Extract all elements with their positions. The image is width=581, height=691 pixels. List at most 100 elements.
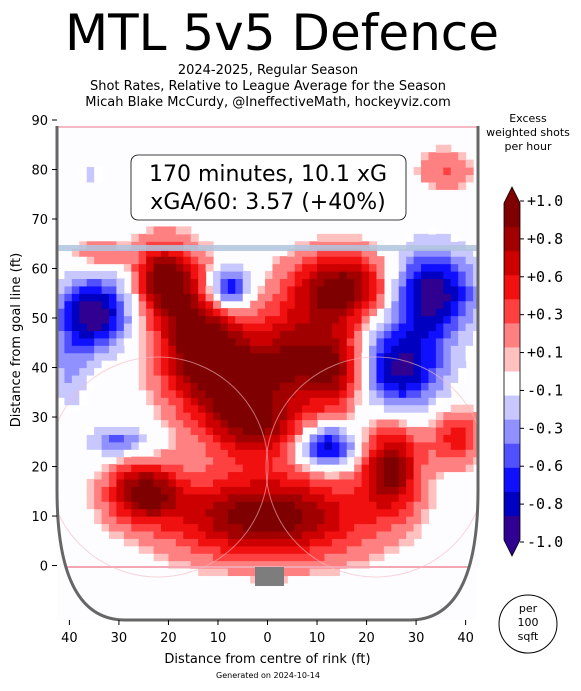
heatmap-cell bbox=[443, 256, 452, 265]
heatmap-cell bbox=[421, 293, 430, 302]
heatmap-cell bbox=[94, 174, 103, 183]
heatmap-cell bbox=[272, 523, 281, 532]
heatmap-cell bbox=[354, 374, 363, 383]
heatmap-cell bbox=[287, 278, 296, 287]
heatmap-cell bbox=[198, 486, 207, 495]
x-axis-label: Distance from centre of rink (ft) bbox=[164, 652, 370, 667]
heatmap-cell bbox=[309, 382, 318, 391]
heatmap-cell bbox=[257, 352, 266, 361]
heatmap-cell bbox=[116, 330, 125, 339]
heatmap-cell bbox=[116, 471, 125, 480]
heatmap-cell bbox=[138, 322, 147, 331]
heatmap-cell bbox=[109, 441, 118, 450]
heatmap-cell bbox=[220, 404, 229, 413]
heatmap-cell bbox=[465, 293, 474, 302]
heatmap-cell bbox=[242, 523, 251, 532]
heatmap-cell bbox=[279, 300, 288, 309]
heatmap-cell bbox=[190, 464, 199, 473]
heatmap-cell bbox=[428, 278, 437, 287]
heatmap-cell bbox=[369, 426, 378, 435]
heatmap-cell bbox=[398, 389, 407, 398]
heatmap-cell bbox=[473, 456, 478, 465]
heatmap-cell bbox=[198, 278, 207, 287]
heatmap-cell bbox=[198, 508, 207, 517]
heatmap-cell bbox=[257, 404, 266, 413]
heatmap-cell bbox=[406, 426, 415, 435]
heatmap-cell bbox=[205, 508, 214, 517]
heatmap-cell bbox=[86, 345, 95, 354]
heatmap-cell bbox=[369, 449, 378, 458]
heatmap-cell bbox=[86, 337, 95, 346]
heatmap-cell bbox=[175, 486, 184, 495]
heatmap-cell bbox=[324, 560, 333, 569]
heatmap-cell bbox=[190, 419, 199, 428]
heatmap-cell bbox=[183, 464, 192, 473]
heatmap-cell bbox=[450, 278, 459, 287]
heatmap-cell bbox=[354, 270, 363, 280]
heatmap-cell bbox=[361, 263, 370, 272]
heatmap-cell bbox=[391, 330, 400, 339]
heatmap-cell bbox=[421, 345, 430, 354]
heatmap-cell bbox=[146, 322, 155, 331]
heatmap-cell bbox=[220, 523, 229, 532]
heatmap-cell bbox=[94, 337, 103, 346]
heatmap-cell bbox=[317, 545, 326, 554]
heatmap-cell bbox=[213, 419, 222, 428]
heatmap-cell bbox=[205, 285, 214, 294]
heatmap-cell bbox=[71, 345, 80, 354]
heatmap-cell bbox=[79, 337, 88, 346]
heatmap-cell bbox=[279, 538, 288, 547]
heatmap-cell bbox=[257, 322, 266, 331]
heatmap-cell bbox=[324, 538, 333, 547]
heatmap-cell bbox=[227, 404, 236, 413]
heatmap-cell bbox=[205, 374, 214, 383]
heatmap-cell bbox=[161, 397, 170, 406]
heatmap-cell bbox=[123, 523, 132, 532]
heatmap-cell bbox=[205, 419, 214, 428]
heatmap-cell bbox=[331, 441, 340, 450]
heatmap-cell bbox=[272, 308, 281, 317]
heatmap-cell bbox=[220, 553, 229, 562]
heatmap-cell bbox=[257, 545, 266, 554]
heatmap-cell bbox=[369, 367, 378, 376]
heatmap-cell bbox=[361, 456, 370, 465]
heatmap-cell bbox=[309, 278, 318, 287]
heatmap-cell bbox=[287, 478, 296, 487]
heatmap-cell bbox=[309, 248, 318, 257]
heatmap-cell bbox=[339, 501, 348, 510]
heatmap-cell bbox=[213, 404, 222, 413]
heatmap-cell bbox=[339, 553, 348, 562]
heatmap-cell bbox=[220, 530, 229, 539]
heatmap-cell bbox=[458, 345, 467, 354]
heatmap-cell bbox=[272, 404, 281, 413]
heatmap-cell bbox=[109, 315, 118, 324]
heatmap-cell bbox=[175, 530, 184, 539]
heatmap-cell bbox=[294, 278, 303, 287]
heatmap-cell bbox=[465, 270, 474, 280]
heatmap-cell bbox=[465, 174, 474, 183]
heatmap-cell bbox=[376, 538, 385, 547]
heatmap-cell bbox=[398, 493, 407, 502]
heatmap-cell bbox=[146, 478, 155, 487]
heatmap-cell bbox=[198, 553, 207, 562]
heatmap-cell bbox=[443, 152, 452, 161]
heatmap-cell bbox=[279, 456, 288, 465]
heatmap-cell bbox=[161, 285, 170, 294]
heatmap-cell bbox=[205, 553, 214, 562]
heatmap-cell bbox=[406, 456, 415, 465]
heatmap-cell bbox=[287, 367, 296, 376]
heatmap-cell bbox=[57, 374, 66, 383]
heatmap-cell bbox=[391, 374, 400, 383]
heatmap-cell bbox=[435, 263, 444, 272]
heatmap-cell bbox=[339, 330, 348, 339]
heatmap-cell bbox=[309, 322, 318, 331]
heatmap-cell bbox=[250, 300, 259, 309]
heatmap-cell bbox=[198, 315, 207, 324]
heatmap-cell bbox=[376, 523, 385, 532]
heatmap-cell bbox=[161, 538, 170, 547]
heatmap-cell bbox=[302, 337, 311, 346]
heatmap-cell bbox=[57, 300, 66, 309]
heatmap-cell bbox=[369, 263, 378, 272]
heatmap-cell bbox=[220, 508, 229, 517]
heatmap-cell bbox=[450, 315, 459, 324]
